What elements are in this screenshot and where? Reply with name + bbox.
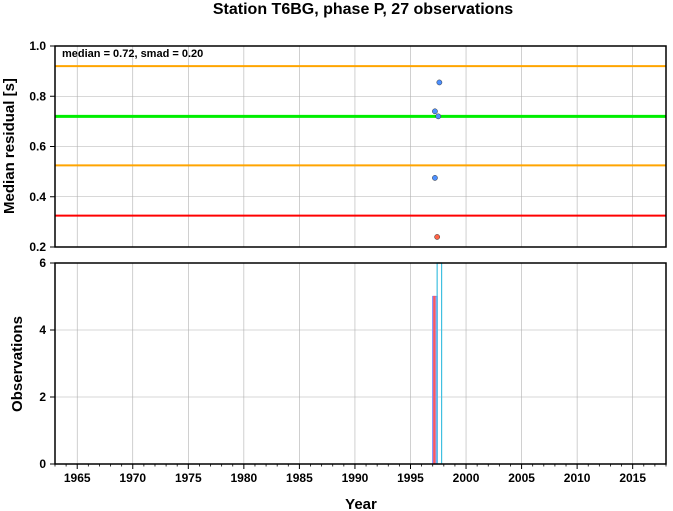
- data-point-2: [435, 113, 442, 120]
- bottom-y-tick-label: 2: [39, 390, 46, 404]
- x-axis-label: Year: [345, 496, 377, 511]
- top-panel: 0.2 0.4 0.6 0.8 1.0 median = 0.72, smad = 0.…: [1, 39, 667, 254]
- histogram-bar-1: [433, 295, 436, 465]
- top-panel-y-axis-label: Median residual [s]: [1, 78, 18, 214]
- median-smad-annotation: median = 0.72, smad = 0.20: [62, 48, 203, 60]
- bottom-panel-background: [55, 263, 666, 464]
- x-tick-label: 2010: [564, 471, 591, 485]
- top-panel-points: [432, 79, 443, 240]
- bottom-panel-frame: [54, 262, 667, 465]
- bottom-y-tick-label: 0: [39, 457, 46, 471]
- x-tick-label: 1975: [175, 471, 202, 485]
- top-y-tick-label: 1.0: [29, 39, 46, 53]
- x-tick-label: 1965: [64, 471, 91, 485]
- x-tick-label: 2015: [619, 471, 646, 485]
- x-tick-label: 1995: [397, 471, 424, 485]
- top-y-tick-label: 0.6: [29, 140, 46, 154]
- bottom-y-tick-label: 6: [39, 256, 46, 270]
- bottom-panel: 0 2 4 6 1965 1970 1975 1980 1985 1990 1995 2000 200…: [9, 256, 667, 511]
- x-tick-label: 1990: [342, 471, 369, 485]
- bottom-panel-x-ticks: 1965 1970 1975 1980 1985 1990 1995 2000 2005 2010…: [54, 464, 667, 485]
- top-y-tick-label: 0.8: [29, 89, 46, 103]
- data-point-0: [436, 79, 443, 86]
- bottom-y-tick-label: 4: [39, 323, 46, 337]
- top-panel-y-ticks: 0.2 0.4 0.6 0.8 1.0: [29, 39, 55, 254]
- x-tick-label: 2000: [453, 471, 480, 485]
- bottom-panel-y-axis-label: Observations: [9, 316, 26, 412]
- top-y-tick-label: 0.4: [29, 190, 46, 204]
- data-point-1: [432, 108, 438, 115]
- top-y-tick-label: 0.2: [29, 240, 46, 254]
- data-point-3: [432, 175, 438, 181]
- chart-title: Station T6BG, phase P, 27 observations: [213, 1, 513, 18]
- x-tick-label: 2005: [508, 471, 535, 485]
- top-panel-reference-lines: [55, 65, 666, 217]
- x-tick-label: 1970: [119, 471, 146, 485]
- x-tick-label: 1980: [231, 471, 258, 485]
- x-tick-label: 1985: [286, 471, 313, 485]
- data-point-4: [434, 234, 441, 240]
- bottom-panel-y-ticks: 0 2 4 6: [39, 256, 55, 471]
